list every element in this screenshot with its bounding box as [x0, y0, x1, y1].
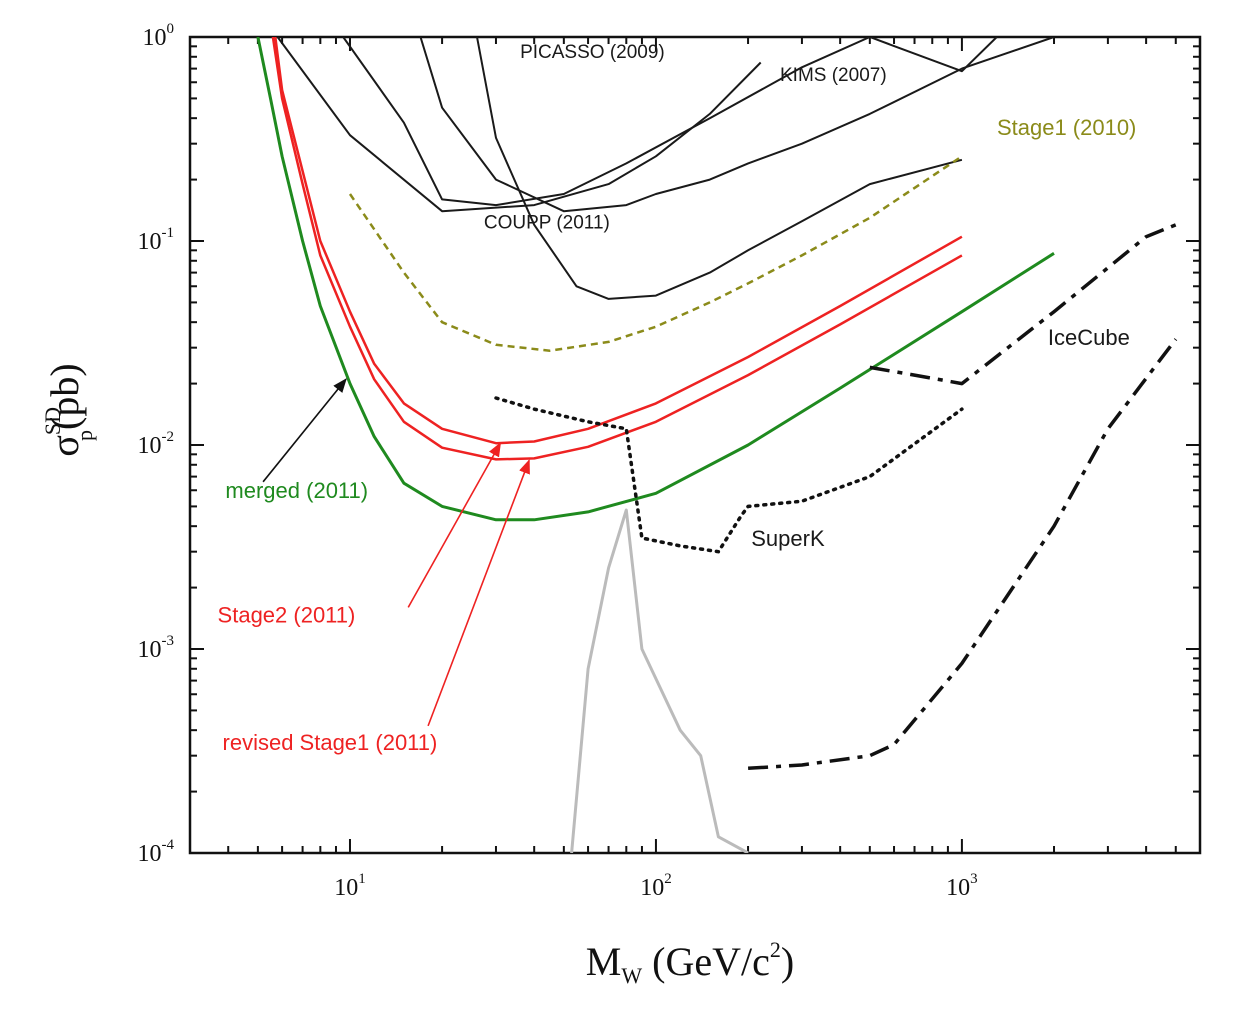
x-tick-base: 10 [640, 875, 664, 901]
y-tick-base: 10 [138, 229, 162, 255]
x-tick-label: 102 [640, 871, 672, 901]
series-kims-2007 [342, 37, 998, 207]
y-tick-label: 10-3 [138, 633, 175, 663]
y-tick-base: 10 [143, 25, 167, 51]
arrow-revised-stage1 [427, 459, 530, 727]
label-icecube: IceCube [1048, 325, 1130, 350]
series-model-distribution [570, 508, 749, 853]
x-tick-exp: 2 [664, 871, 672, 887]
x-axis-label: MW (GeV/c2) [586, 937, 794, 988]
x-tick-base: 10 [946, 875, 970, 901]
label-picasso: PICASSO (2009) [520, 42, 665, 63]
label-stage1-2010: Stage1 (2010) [997, 115, 1136, 140]
y-tick-label: 10-2 [138, 429, 175, 459]
x-tick-exp: 3 [970, 871, 978, 887]
y-axis-label: σSDp(pb) [40, 363, 97, 456]
label-merged: merged (2011) [225, 478, 368, 503]
x-tick-label: 101 [334, 871, 366, 901]
series-coupp-2011 [419, 37, 1055, 213]
x-tick-label: 103 [946, 871, 978, 901]
y-tick-exp: 0 [167, 21, 175, 37]
series-stage1-2010 [348, 155, 963, 352]
series-icecube-upper [869, 223, 1177, 386]
label-stage2: Stage2 (2011) [218, 602, 356, 627]
label-superk: SuperK [751, 526, 825, 551]
series-revised-stage1-2011 [271, 37, 963, 461]
y-tick-exp: -2 [162, 429, 175, 445]
y-tick-base: 10 [138, 841, 162, 867]
series-group [256, 37, 1178, 853]
series-coupp-2011-lower [476, 37, 963, 300]
y-tick-base: 10 [138, 433, 162, 459]
y-tick-base: 10 [138, 637, 162, 663]
y-tick-label: 10-4 [138, 837, 175, 867]
label-kims: KIMS (2007) [780, 65, 887, 86]
arrows-group [262, 378, 530, 727]
arrow-merged [262, 378, 347, 483]
series-merged-2011 [256, 37, 1055, 522]
series-icecube-lower [747, 338, 1178, 771]
y-tick-exp: -4 [162, 837, 175, 853]
series-stage2-2011 [274, 37, 963, 445]
series-picasso-2009 [276, 37, 762, 213]
label-revised-stage1: revised Stage1 (2011) [223, 730, 438, 755]
series-superk [494, 396, 964, 554]
label-coupp: COUPP (2011) [484, 213, 610, 234]
y-tick-exp: -3 [162, 633, 175, 649]
y-tick-label: 10-1 [138, 225, 175, 255]
x-tick-base: 10 [334, 875, 358, 901]
arrow-stage2 [407, 441, 502, 608]
y-tick-label: 100 [143, 21, 175, 51]
annotations-group: PICASSO (2009) KIMS (2007) COUPP (2011) Sta… [218, 42, 1137, 755]
y-tick-exp: -1 [162, 225, 175, 241]
x-tick-exp: 1 [358, 871, 366, 887]
